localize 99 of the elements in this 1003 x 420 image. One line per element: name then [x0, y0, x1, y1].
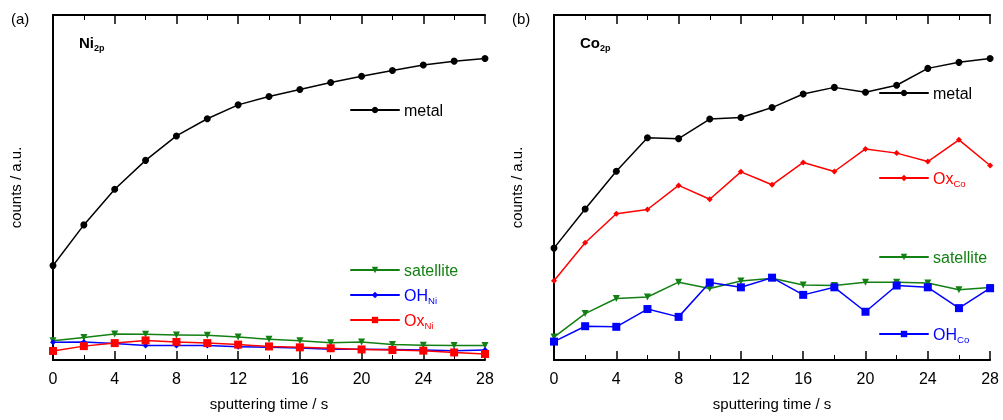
- x-tick-label: 0: [48, 369, 58, 387]
- point: [80, 221, 88, 229]
- point: [923, 283, 932, 292]
- point: [800, 159, 807, 166]
- point: [358, 72, 366, 80]
- point: [581, 205, 589, 213]
- point: [893, 150, 900, 157]
- point: [705, 278, 714, 287]
- point: [799, 290, 808, 299]
- point: [481, 54, 489, 62]
- point: [768, 104, 776, 112]
- point: [79, 342, 88, 351]
- y-axis-title: counts / a.u.: [7, 146, 24, 229]
- point: [644, 206, 651, 213]
- point: [49, 262, 57, 270]
- x-tick-label: 28: [476, 369, 494, 387]
- point: [862, 278, 869, 286]
- point: [706, 196, 713, 203]
- point: [986, 54, 994, 62]
- legend-label: metal: [404, 101, 444, 119]
- x-tick-label: 8: [171, 369, 181, 387]
- x-tick-label: 16: [794, 369, 813, 387]
- x-tick-label: 4: [110, 369, 120, 387]
- point: [612, 167, 620, 175]
- point: [582, 239, 589, 246]
- point: [736, 283, 745, 292]
- legend-label: satellite: [404, 261, 459, 279]
- point: [358, 338, 366, 346]
- point: [450, 342, 458, 350]
- point: [892, 281, 901, 290]
- x-tick-label: 12: [732, 369, 750, 387]
- point: [862, 88, 869, 96]
- point: [675, 182, 682, 189]
- point: [799, 281, 807, 289]
- x-tick-label: 4: [611, 369, 621, 387]
- point: [581, 310, 589, 318]
- point: [674, 312, 683, 321]
- point: [862, 145, 869, 152]
- point: [954, 304, 963, 313]
- x-axis-title: sputtering time / s: [209, 395, 329, 412]
- x-tick-label: 0: [549, 369, 559, 387]
- x-tick-label: 12: [229, 369, 248, 387]
- point: [265, 92, 273, 100]
- x-tick-label: 16: [290, 369, 309, 387]
- point: [612, 294, 620, 302]
- point: [737, 168, 744, 175]
- point: [234, 101, 242, 109]
- point: [830, 83, 838, 91]
- point: [419, 61, 427, 69]
- point: [296, 85, 304, 93]
- point: [388, 66, 396, 74]
- point: [141, 336, 150, 345]
- point: [172, 132, 180, 140]
- point: [924, 64, 932, 72]
- x-axis-title: sputtering time / s: [712, 395, 832, 412]
- y-axis-title: counts / a.u.: [508, 146, 525, 229]
- point: [450, 57, 458, 65]
- point: [675, 135, 683, 143]
- point: [643, 305, 652, 314]
- point: [172, 337, 181, 346]
- x-tick-label: 20: [856, 369, 875, 387]
- point: [612, 322, 621, 331]
- point: [80, 333, 88, 341]
- point: [550, 337, 558, 346]
- point: [987, 162, 994, 169]
- point: [955, 286, 963, 294]
- point: [142, 156, 150, 164]
- point: [203, 115, 211, 123]
- point: [265, 335, 273, 343]
- x-tick-label: 24: [414, 369, 433, 387]
- chart-title: (b): [512, 10, 531, 27]
- point: [643, 134, 651, 142]
- point: [643, 293, 651, 301]
- point: [296, 337, 304, 345]
- point: [706, 115, 714, 123]
- point: [737, 114, 745, 122]
- legend-label: metal: [933, 84, 973, 102]
- point: [955, 58, 963, 66]
- point: [831, 168, 838, 175]
- point: [893, 81, 901, 89]
- point: [327, 79, 335, 87]
- point: [142, 330, 150, 338]
- point: [924, 158, 931, 165]
- point: [861, 307, 870, 316]
- point: [769, 181, 776, 188]
- x-tick-label: 8: [674, 369, 684, 387]
- point: [737, 277, 745, 285]
- point: [955, 136, 962, 143]
- point: [172, 331, 180, 339]
- point: [581, 322, 590, 331]
- x-tick-label: 28: [981, 369, 1000, 387]
- point: [49, 346, 57, 355]
- point: [551, 277, 557, 284]
- point: [613, 210, 620, 217]
- x-tick-label: 20: [352, 369, 371, 387]
- point: [111, 185, 119, 193]
- x-tick-label: 24: [918, 369, 937, 387]
- chart-title: (a): [11, 10, 30, 27]
- legend-label: satellite: [933, 248, 988, 266]
